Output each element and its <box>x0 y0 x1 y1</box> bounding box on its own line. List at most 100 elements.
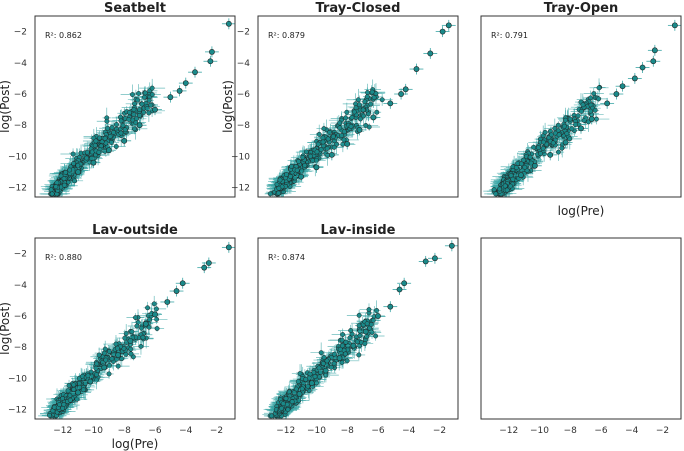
data-point <box>580 102 586 108</box>
x-tick-label: −6 <box>148 426 162 436</box>
data-point <box>337 125 343 131</box>
data-point <box>596 85 602 91</box>
data-point <box>107 134 113 139</box>
data-point <box>491 187 497 193</box>
data-point <box>353 101 359 107</box>
data-point <box>439 28 446 35</box>
data-point <box>152 106 158 113</box>
y-tick-label: −8 <box>14 121 28 131</box>
data-point <box>127 338 134 344</box>
data-point <box>130 92 135 98</box>
data-point <box>363 122 369 128</box>
data-point <box>105 147 112 154</box>
x-tick-label: −4 <box>179 426 193 436</box>
data-point <box>53 184 59 190</box>
data-point <box>445 22 452 29</box>
subplot-1: Seatbelt R²: 0.862 −12 −10 −8 −6 −4 −2 log(Post) <box>0 1 236 198</box>
data-point <box>111 129 116 135</box>
data-point <box>151 301 157 307</box>
data-point <box>80 387 86 393</box>
data-point <box>370 114 377 121</box>
data-point <box>639 64 646 71</box>
data-point <box>146 110 152 116</box>
data-point <box>103 357 109 363</box>
data-point <box>118 130 124 136</box>
data-point <box>368 101 374 107</box>
data-point <box>613 91 620 97</box>
data-point <box>561 123 567 129</box>
y-tick-label: −2 <box>237 28 250 38</box>
data-point <box>330 134 336 139</box>
x-tick-label: −2 <box>210 426 223 436</box>
data-point <box>316 131 322 137</box>
data-point <box>109 356 115 362</box>
data-point <box>320 139 326 145</box>
data-point <box>374 109 380 115</box>
data-layer <box>38 241 235 419</box>
plot-frame <box>257 15 459 198</box>
y-axis-label: log(Post) <box>221 80 235 133</box>
y-tick-label: −2 <box>14 250 27 260</box>
data-point <box>650 58 657 65</box>
data-point <box>398 91 404 97</box>
data-point <box>61 176 67 182</box>
data-point <box>527 154 533 160</box>
data-point <box>508 183 513 189</box>
data-point <box>131 112 137 118</box>
data-point <box>575 113 581 119</box>
data-point <box>550 140 556 146</box>
y-tick-label: −12 <box>8 184 27 194</box>
data-point <box>497 186 502 192</box>
data-point <box>61 402 67 407</box>
y-tick-label: −6 <box>14 312 28 322</box>
data-point <box>72 178 78 184</box>
data-point <box>102 346 108 352</box>
plot-frame <box>34 15 236 198</box>
data-point <box>94 377 100 383</box>
data-point <box>552 125 558 131</box>
data-point <box>298 173 304 180</box>
data-point <box>555 149 561 155</box>
data-point <box>96 352 102 358</box>
data-point <box>493 191 499 197</box>
data-point <box>538 151 544 157</box>
data-point <box>344 141 351 147</box>
data-point <box>67 167 73 173</box>
data-point <box>569 126 575 132</box>
y-tick-label: −12 <box>231 184 250 194</box>
subplot-title: Lav-outside <box>92 223 178 238</box>
data-point <box>121 137 128 144</box>
data-point <box>207 58 214 65</box>
y-axis-label: log(Post) <box>0 80 12 133</box>
data-point <box>324 146 330 151</box>
subplot-3: Tray-Open R²: 0.791 log(Pre) <box>480 1 682 218</box>
data-point <box>619 83 626 90</box>
data-point <box>531 162 538 169</box>
data-point <box>567 116 573 122</box>
data-point <box>106 371 112 377</box>
y-axis-label: log(Post) <box>0 302 12 355</box>
data-point <box>71 382 77 388</box>
data-point <box>102 135 108 141</box>
data-point <box>114 345 120 351</box>
data-point <box>277 177 283 183</box>
y-tick-label: −8 <box>14 343 28 353</box>
data-point <box>141 94 147 100</box>
data-point <box>518 161 524 167</box>
data-point <box>320 135 326 141</box>
data-point <box>209 48 215 55</box>
data-point <box>71 161 76 166</box>
subplot-title: Tray-Open <box>544 1 619 16</box>
subplot-title: Seatbelt <box>104 1 166 16</box>
data-point <box>294 167 300 173</box>
y-tick-label: −2 <box>14 28 27 38</box>
data-point <box>559 145 565 151</box>
data-point <box>331 144 337 150</box>
data-point <box>118 118 124 124</box>
data-point <box>122 335 128 341</box>
y-tick-label: −8 <box>237 121 251 131</box>
data-point <box>164 299 171 305</box>
data-point <box>341 137 347 143</box>
